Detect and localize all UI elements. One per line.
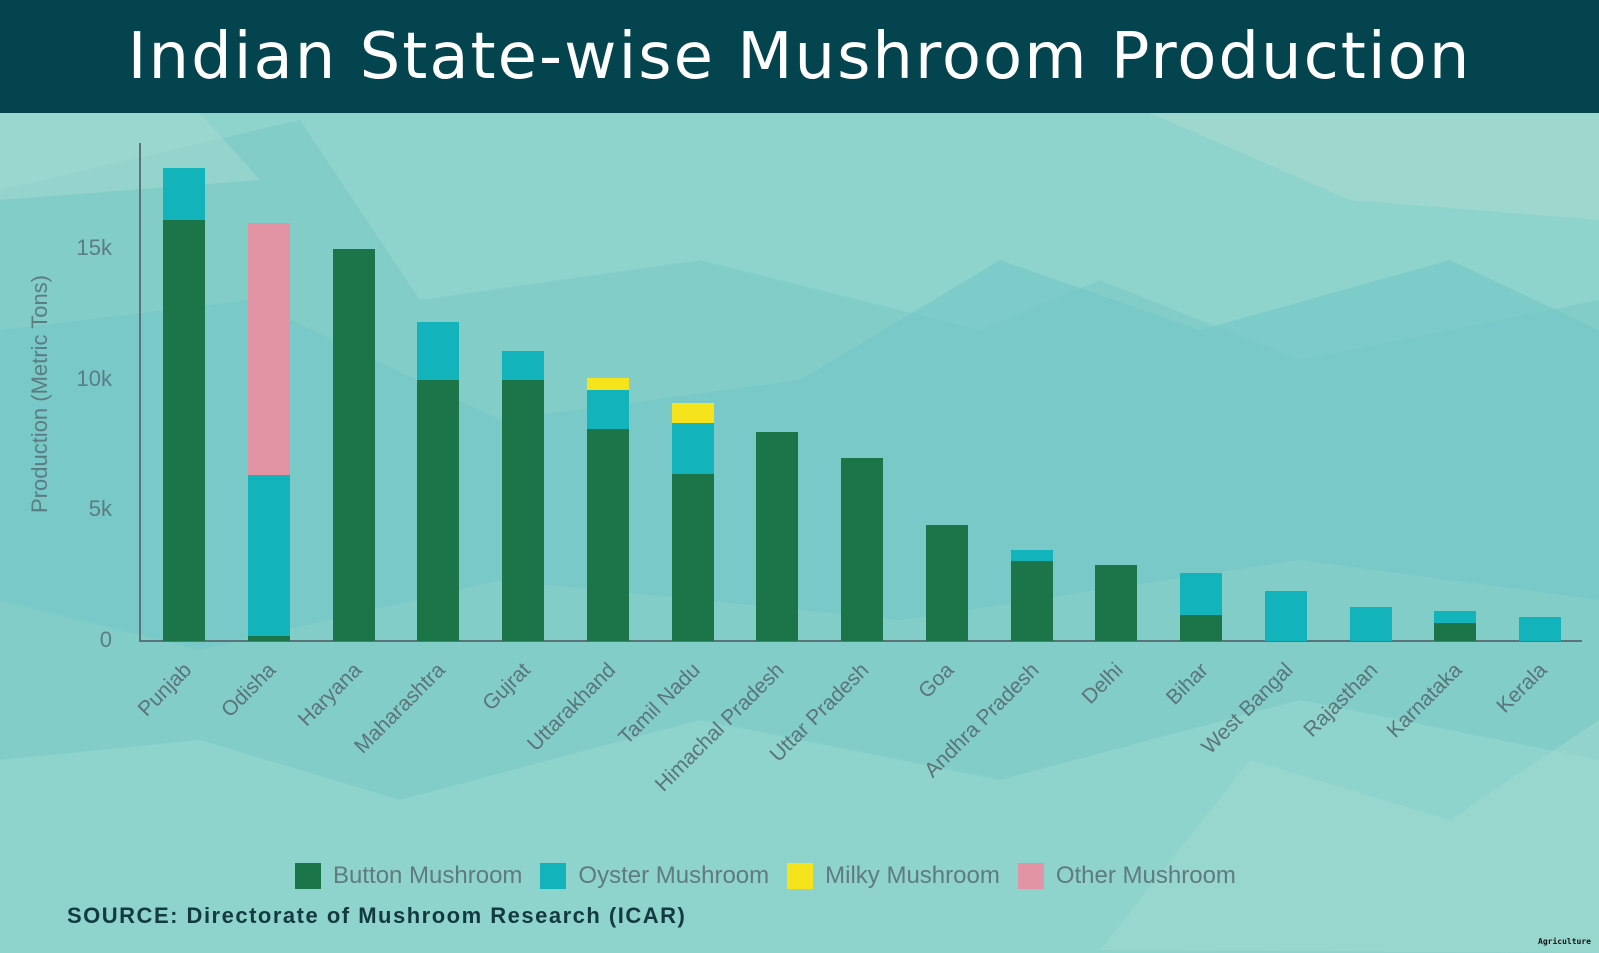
bar-andhra-pradesh — [1010, 549, 1053, 641]
bar-segment-button-mushroom — [1010, 561, 1053, 641]
bar-west-bangal — [1264, 591, 1307, 641]
bar-segment-oyster-mushroom — [1010, 549, 1053, 562]
bar-segment-button-mushroom — [1180, 614, 1222, 641]
y-tick-label: 15k — [76, 235, 112, 260]
bar-segment-button-mushroom — [1434, 622, 1477, 641]
x-tick-label: Punjab — [133, 658, 197, 722]
x-tick-label: Gujrat — [478, 658, 535, 716]
legend-swatch-icon — [295, 863, 321, 889]
bar-segment-oyster-mushroom — [586, 390, 629, 430]
legend-label: Milky Mushroom — [825, 862, 1000, 889]
bar-segment-oyster-mushroom — [247, 475, 290, 636]
bar-punjab — [163, 167, 205, 641]
page-title: Indian State-wise Mushroom Production — [127, 19, 1472, 94]
bar-segment-oyster-mushroom — [671, 422, 714, 474]
bar-segment-button-mushroom — [247, 635, 290, 641]
x-tick-label: Goa — [913, 658, 959, 703]
bar-rajasthan — [1349, 607, 1392, 641]
bar-segment-button-mushroom — [756, 431, 799, 641]
x-tick-label: Haryana — [293, 658, 366, 731]
source-citation: SOURCE: Directorate of Mushroom Research… — [67, 903, 687, 928]
bar-segment-oyster-mushroom — [502, 350, 544, 380]
bar-segment-oyster-mushroom — [1264, 591, 1307, 641]
legend-item-button-mushroom: Button Mushroom — [295, 862, 522, 890]
bar-segment-button-mushroom — [502, 379, 544, 641]
bar-segment-milky-mushroom — [671, 403, 714, 423]
legend-label: Other Mushroom — [1055, 862, 1236, 889]
bar-segment-oyster-mushroom — [417, 322, 460, 380]
legend-item-oyster-mushroom: Oyster Mushroom — [540, 862, 769, 890]
bar-haryana — [332, 249, 375, 641]
bar-segment-button-mushroom — [586, 429, 629, 641]
x-axis-line — [139, 640, 1582, 642]
y-tick-label: 0 — [99, 627, 112, 652]
bar-karnataka — [1434, 610, 1477, 641]
bar-segment-button-mushroom — [671, 473, 714, 641]
legend-item-milky-mushroom: Milky Mushroom — [787, 862, 1000, 890]
title-banner: Indian State-wise Mushroom Production — [0, 0, 1599, 113]
legend-label: Button Mushroom — [333, 862, 523, 889]
bar-segment-button-mushroom — [332, 249, 375, 641]
legend-swatch-icon — [540, 863, 567, 889]
y-axis-line — [139, 143, 141, 642]
bar-segment-milky-mushroom — [586, 378, 629, 391]
bar-segment-oyster-mushroom — [1349, 607, 1392, 641]
bar-odisha — [247, 222, 290, 641]
legend: Button Mushroom Oyster Mushroom Milky Mush… — [295, 862, 1236, 890]
legend-item-other-mushroom: Other Mushroom — [1017, 862, 1236, 890]
bar-maharashtra — [417, 322, 460, 641]
x-tick-label: Rajasthan — [1298, 658, 1382, 742]
bar-segment-button-mushroom — [1095, 565, 1138, 641]
bar-segment-button-mushroom — [417, 379, 460, 641]
x-tick-label: Tamil Nadu — [613, 658, 705, 750]
bar-bihar — [1180, 573, 1222, 641]
y-tick-label: 10k — [76, 365, 112, 391]
bar-uttar-pradesh — [841, 458, 883, 641]
bar-segment-button-mushroom — [163, 220, 205, 641]
bar-uttarakhand — [586, 378, 629, 641]
x-tick-label: Odisha — [216, 658, 281, 722]
legend-swatch-icon — [1017, 863, 1044, 889]
x-tick-label: Delhi — [1077, 658, 1128, 709]
bar-segment-oyster-mushroom — [1434, 610, 1477, 623]
x-tick-label: Kerala — [1492, 658, 1552, 718]
legend-swatch-icon — [787, 863, 814, 889]
y-tick-label: 5k — [88, 496, 112, 522]
x-tick-label: Uttarakhand — [522, 658, 620, 756]
bar-himachal-pradesh — [756, 431, 799, 641]
x-tick-label: Karnataka — [1382, 658, 1467, 743]
bar-kerala — [1519, 617, 1561, 641]
bar-segment-oyster-mushroom — [1519, 617, 1561, 641]
y-axis-title: Production (Metric Tons) — [27, 274, 52, 514]
watermark: Agriculture — [1538, 937, 1591, 946]
background-polygons — [0, 113, 1599, 953]
bar-segment-other-mushroom — [247, 222, 290, 476]
bar-segment-oyster-mushroom — [163, 167, 205, 221]
legend-label: Oyster Mushroom — [578, 862, 770, 889]
bar-segment-button-mushroom — [925, 524, 968, 641]
bar-segment-button-mushroom — [841, 458, 883, 641]
x-tick-label: Bihar — [1161, 658, 1213, 710]
bar-segment-oyster-mushroom — [1180, 573, 1222, 615]
bar-delhi — [1095, 565, 1138, 641]
bar-tamil-nadu — [671, 403, 714, 641]
bar-gujrat — [502, 350, 544, 641]
bar-goa — [925, 524, 968, 641]
